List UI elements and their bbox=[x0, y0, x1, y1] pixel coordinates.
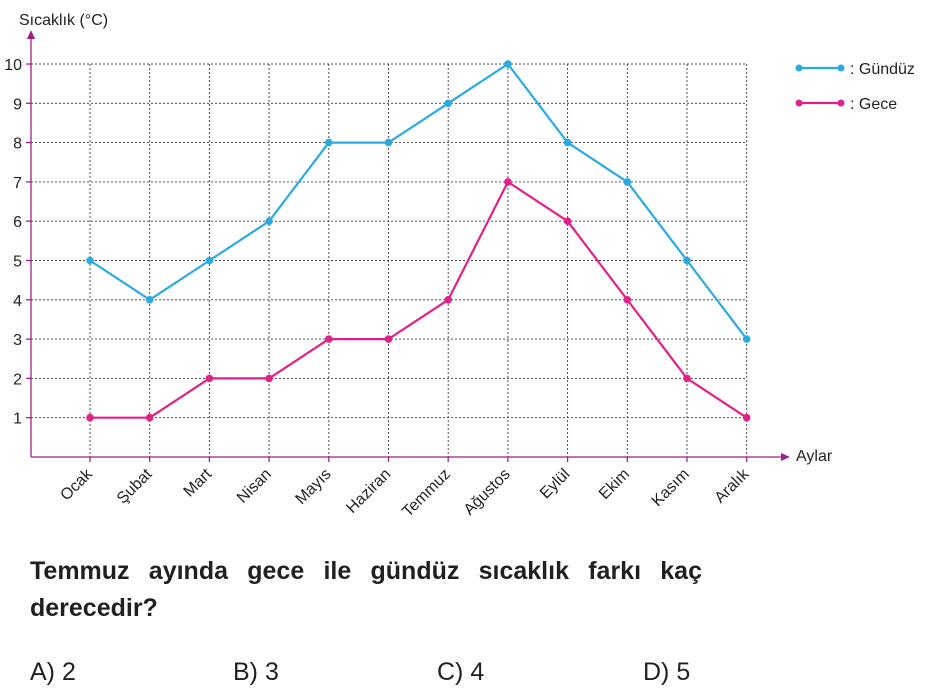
data-point bbox=[444, 99, 453, 108]
legend-label: : Gündüz bbox=[850, 61, 915, 78]
x-tick-label: Aralık bbox=[712, 465, 754, 507]
y-tick-label: 4 bbox=[13, 293, 22, 310]
x-tick-label: Haziran bbox=[343, 466, 394, 517]
x-tick-label: Eylül bbox=[537, 466, 574, 503]
question-text: Temmuz ayında gece ile gündüz sıcaklık f… bbox=[30, 557, 702, 622]
data-point bbox=[205, 256, 214, 265]
x-tick-label: Ağustos bbox=[461, 466, 514, 519]
legend-marker bbox=[795, 64, 803, 72]
legend-label: : Gece bbox=[850, 96, 897, 113]
chart-series bbox=[86, 60, 751, 422]
data-point bbox=[86, 256, 94, 265]
data-point bbox=[86, 413, 94, 422]
y-tick-label: 6 bbox=[13, 214, 22, 231]
data-point bbox=[205, 374, 214, 383]
option-d[interactable]: D) 5 bbox=[643, 658, 691, 686]
x-axis-title: Aylar bbox=[796, 448, 833, 465]
y-tick-label: 3 bbox=[13, 332, 22, 349]
chart-grid bbox=[31, 63, 748, 457]
x-tick-label: Ekim bbox=[596, 466, 633, 503]
y-tick-label: 7 bbox=[13, 175, 22, 192]
x-tick-label: Mart bbox=[181, 465, 216, 500]
y-axis-arrow bbox=[27, 30, 35, 39]
data-point bbox=[265, 374, 273, 383]
data-point bbox=[145, 296, 154, 304]
option-c[interactable]: C) 4 bbox=[437, 658, 485, 686]
y-tick-label: 2 bbox=[13, 371, 22, 388]
data-point bbox=[384, 335, 393, 343]
chart-axes bbox=[26, 30, 790, 462]
series-line-gece bbox=[90, 180, 748, 419]
y-tick-label: 10 bbox=[4, 57, 22, 74]
data-point bbox=[384, 138, 393, 147]
data-point bbox=[563, 138, 572, 147]
data-point bbox=[742, 413, 751, 422]
x-tick-label: Temmuz bbox=[399, 466, 454, 521]
option-b[interactable]: B) 3 bbox=[233, 658, 279, 686]
legend-marker bbox=[837, 64, 845, 72]
data-point bbox=[683, 256, 691, 265]
legend-marker bbox=[837, 99, 845, 107]
data-point bbox=[683, 374, 691, 383]
y-tick-label: 9 bbox=[13, 96, 22, 113]
temperature-line-chart: 1 2 3 4 5 6 7 8 9 10 Ocak Şubat Mart Nisan Mayıs Hazira… bbox=[4, 12, 915, 521]
chart-labels: 1 2 3 4 5 6 7 8 9 10 Ocak Şubat Mart Nisan Mayıs Hazira… bbox=[4, 12, 833, 521]
data-point bbox=[444, 296, 453, 304]
option-a[interactable]: A) 2 bbox=[30, 658, 76, 686]
x-tick-label: Mayıs bbox=[292, 466, 334, 508]
y-tick-label: 8 bbox=[13, 136, 22, 153]
data-point bbox=[325, 335, 333, 343]
data-point bbox=[623, 296, 632, 304]
x-tick-label: Şubat bbox=[114, 465, 156, 507]
data-point bbox=[742, 335, 751, 343]
y-axis-title: Sıcaklık (°C) bbox=[19, 12, 108, 29]
series-line-gunduz bbox=[89, 62, 748, 340]
x-axis-arrow bbox=[781, 453, 790, 461]
data-point bbox=[563, 217, 572, 225]
y-tick-label: 5 bbox=[13, 254, 22, 271]
x-tick-label: Kasım bbox=[649, 466, 693, 510]
data-point bbox=[623, 178, 632, 186]
data-point bbox=[504, 60, 512, 68]
data-point bbox=[265, 217, 273, 225]
legend-marker bbox=[795, 99, 803, 107]
data-point bbox=[145, 413, 154, 422]
y-tick-label: 1 bbox=[13, 411, 22, 428]
x-tick-label: Nisan bbox=[234, 466, 275, 507]
data-point bbox=[325, 138, 333, 147]
data-point bbox=[504, 178, 512, 186]
chart-legend: : Gündüz : Gece bbox=[795, 61, 915, 113]
x-tick-label: Ocak bbox=[57, 465, 96, 504]
